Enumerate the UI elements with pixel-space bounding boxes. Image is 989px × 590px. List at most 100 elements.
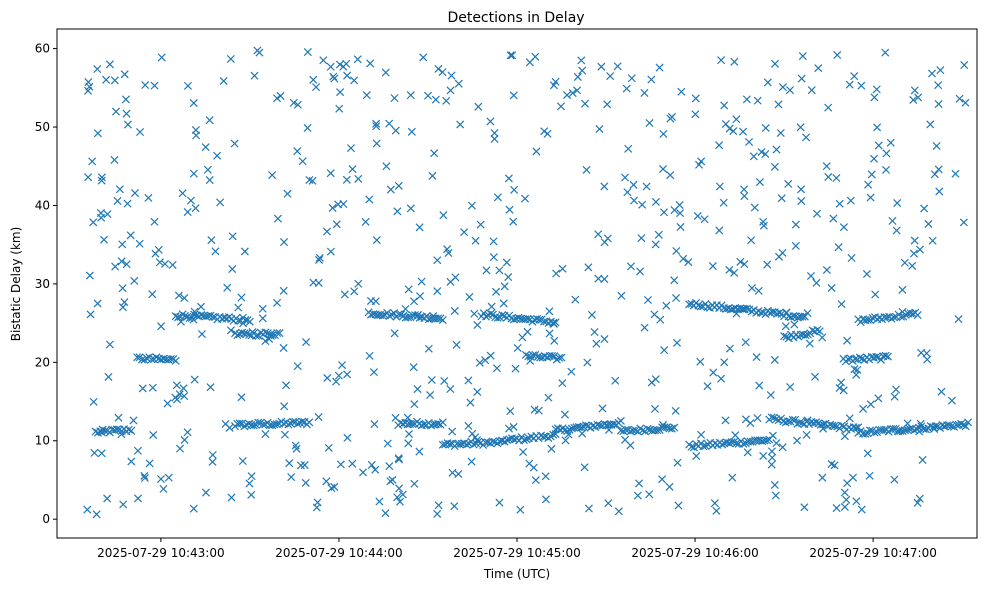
clutter-point [651,197,660,206]
clutter-point [747,284,756,293]
clutter-point [778,443,787,452]
track-point [872,352,881,361]
clutter-point [406,91,415,100]
clutter-point [924,219,933,228]
clutter-point [623,188,632,197]
clutter-point [747,236,756,245]
clutter-point [796,123,805,132]
track-point [844,355,853,364]
clutter-point [336,460,345,469]
track-point [881,351,890,360]
clutter-point [268,171,277,180]
clutter-point [697,430,706,439]
clutter-point [314,413,323,422]
clutter-point [123,120,132,129]
track-point [961,422,970,431]
clutter-point [159,484,168,493]
clutter-point [446,385,455,394]
track-point [524,352,533,361]
clutter-point [226,326,235,335]
track-point [815,327,824,336]
clutter-point [812,209,821,218]
clutter-point [634,479,644,488]
clutter-point [791,220,800,229]
clutter-point [245,479,254,488]
track-point [762,436,771,445]
track-point [174,313,183,322]
clutter-point [509,422,518,431]
x-axis: 2025-07-29 10:43:00 2025-07-29 10:44:00 20… [97,538,937,560]
clutter-point [323,373,332,383]
clutter-point [677,87,686,96]
clutter-point [448,427,457,436]
track-point [870,428,879,437]
clutter-point [398,490,407,499]
track-point [521,350,530,359]
clutter-point [928,236,937,245]
clutter-point [833,51,842,60]
clutter-point [759,217,768,226]
clutter-point [410,479,419,488]
clutter-point [655,63,664,72]
clutter-point [545,307,554,316]
clutter-point [465,292,474,301]
clutter-point [324,443,333,452]
clutter-point [845,80,854,89]
clutter-point [228,232,237,241]
track-point [775,308,784,317]
clutter-point [845,414,854,423]
track-point [434,419,443,428]
clutter-point [672,338,682,347]
track-point [667,424,676,433]
clutter-point [179,384,188,393]
clutter-point [520,194,530,203]
clutter-point [914,93,923,102]
track-point [305,418,314,427]
clutter-point [829,214,838,223]
clutter-point [666,114,675,123]
clutter-point [342,175,351,184]
clutter-point [219,76,228,86]
clutter-point [777,194,786,203]
clutter-point [197,330,206,339]
clutter-point [89,397,98,406]
clutter-point [85,271,94,280]
clutter-point [666,171,675,180]
track-point [813,325,822,334]
clutter-point [614,507,623,516]
clutter-point [372,139,381,148]
clutter-point [382,162,391,171]
clutter-point [279,343,288,352]
clutter-point [464,421,473,430]
clutter-point [234,303,243,312]
track-point [284,420,293,429]
clutter-point [761,150,770,159]
clutter-point [592,339,601,348]
clutter-point [731,431,740,440]
track-point [952,420,961,429]
clutter-point [886,138,895,147]
clutter-point [105,340,114,349]
clutter-point [186,196,196,205]
clutter-point [954,315,963,324]
clutter-point [174,291,183,300]
clutter-point [763,260,772,269]
clutter-point [519,447,528,457]
clutter-point [261,430,270,439]
clutter-point [871,290,880,299]
clutter-point [915,494,924,503]
clutter-point [183,428,192,437]
track-point [273,329,282,338]
clutter-point [874,141,883,150]
clutter-point [544,393,553,402]
clutter-point [499,299,508,308]
y-tick-label: 0 [42,512,50,526]
clutter-point [729,127,738,136]
clutter-point [84,86,93,95]
clutter-point [869,154,879,163]
clutter-point [471,236,480,245]
clutter-point [898,285,907,294]
track-point [244,419,254,428]
clutter-point [708,262,717,271]
track-point [861,429,870,438]
